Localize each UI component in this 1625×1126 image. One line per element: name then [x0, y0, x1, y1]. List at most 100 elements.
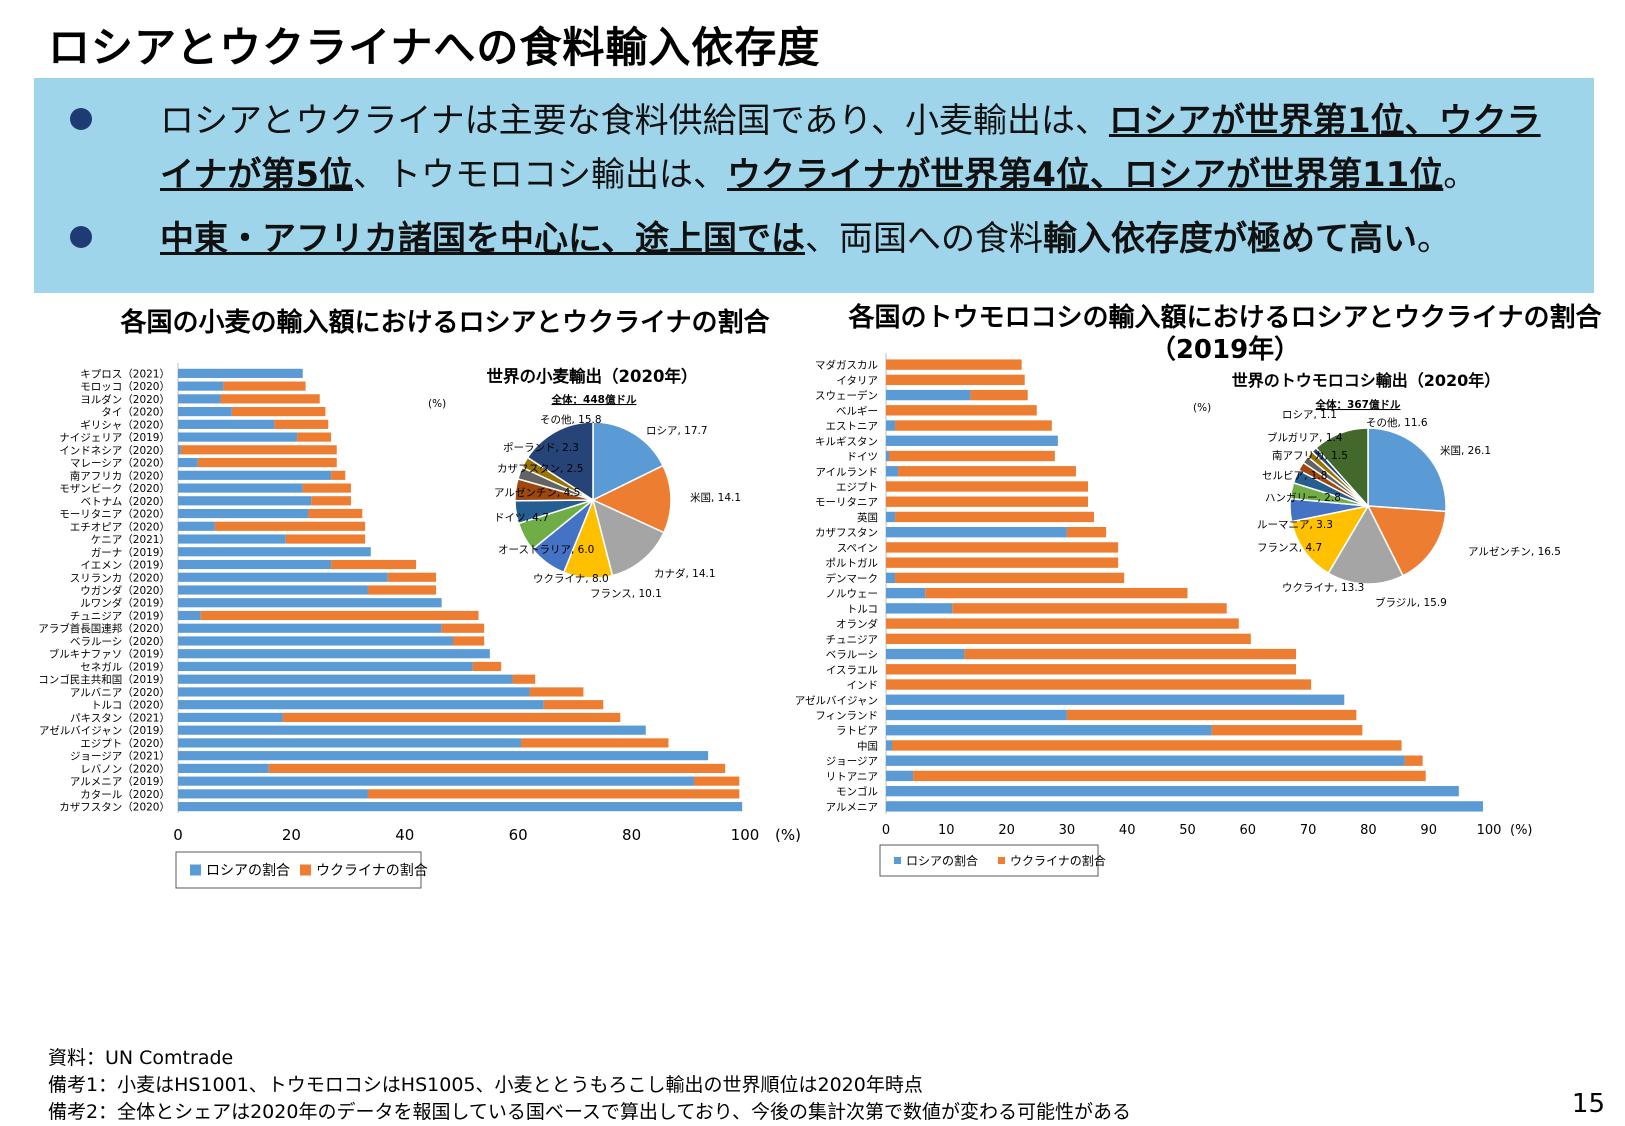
ukraine-bar [892, 740, 1402, 751]
axis-unit: (%) [775, 826, 801, 844]
pie-label: ブルガリア, 1.4 [1267, 431, 1343, 444]
russia-bar [178, 738, 522, 748]
category-label: アルメニア [826, 801, 878, 813]
russia-bar [886, 740, 893, 751]
category-label: 南アフリカ（2020） [70, 469, 170, 482]
category-label: ナイジェリア（2019） [59, 432, 170, 444]
ukraine-bar [367, 789, 740, 799]
category-label: レバノン（2020） [80, 763, 170, 775]
russia-bar [178, 585, 368, 595]
bullet-1: ロシアとウクライナは主要な食料供給国であり、小麦輸出は、ロシアが世界第1位、ウク… [70, 94, 1560, 202]
ukraine-bar [472, 661, 502, 672]
category-label: キプロス（2021） [80, 368, 170, 380]
ukraine-bar [268, 763, 726, 773]
ukraine-bar [441, 623, 485, 633]
russia-bar [178, 445, 181, 455]
ukraine-bar [452, 636, 485, 646]
russia-bar [178, 572, 388, 582]
pie-total: 全体：448億ドル [551, 393, 637, 406]
category-label: コンゴ民主共和国（2019） [38, 673, 170, 686]
russia-bar [178, 802, 743, 812]
category-label: ベルギー [836, 405, 878, 417]
tick-label: 60 [1240, 823, 1257, 838]
pie-label: アルゼンチン, 4.5 [494, 487, 580, 499]
tick-label: 60 [509, 826, 528, 844]
ukraine-bar [1211, 725, 1363, 736]
bullet-dot-icon [70, 226, 92, 248]
tick-label: 40 [395, 826, 414, 844]
category-label: ベトナム（2020） [81, 496, 170, 508]
pie-unit: (%) [428, 398, 446, 410]
bullet-2-emphasis-a: 中東・アフリカ諸国を中心に、途上国では [160, 219, 805, 259]
tick-label: 0 [173, 826, 183, 844]
category-label: カザフスタン [815, 527, 878, 539]
ukraine-bar [214, 521, 366, 531]
russia-bar [178, 559, 332, 570]
pie-slice [592, 421, 665, 502]
russia-bar [886, 587, 926, 599]
category-label: フィンランド [815, 710, 878, 722]
tick-label: 100 [1477, 823, 1502, 838]
category-label: エジプト（2020） [80, 738, 170, 750]
category-label: アルバニア（2020） [70, 687, 170, 699]
pie-title: 世界の小麦輸出（2020年） [487, 366, 698, 386]
ukraine-bar [898, 466, 1076, 477]
russia-bar [178, 776, 694, 786]
category-label: 英国 [857, 511, 878, 524]
russia-bar [178, 508, 309, 519]
russia-bar [886, 694, 1345, 705]
ukraine-bar [1066, 709, 1357, 721]
category-label: モーリタニア [815, 497, 878, 509]
russia-bar [178, 712, 283, 723]
category-label: モザンビーク（2020） [59, 483, 170, 495]
russia-bar [886, 511, 896, 523]
ukraine-bar [512, 674, 536, 684]
ukraine-bar [886, 359, 1022, 370]
category-label: スペイン [837, 542, 878, 554]
category-label: ベラルーシ（2020） [70, 636, 170, 648]
pie-label: ウクライナ, 13.3 [1282, 582, 1364, 594]
ukraine-bar [886, 542, 1119, 553]
category-label: ジョージア（2021） [70, 751, 170, 763]
ukraine-bar [886, 633, 1251, 644]
category-label: ルワンダ（2019） [80, 597, 170, 610]
russia-bar [886, 785, 1459, 797]
russia-bar [178, 407, 232, 417]
russia-bar [178, 496, 312, 506]
bullet-2-text-b: 。 [1416, 219, 1451, 259]
legend-label: ロシアの割合 [206, 862, 290, 879]
category-label: スリランカ（2020） [70, 572, 170, 584]
tick-label: 70 [1300, 823, 1317, 838]
category-label: ブルキナファソ（2019） [49, 648, 170, 661]
ukraine-bar [1066, 527, 1107, 538]
category-label: キルギスタン [815, 436, 878, 448]
category-label: オランダ [836, 618, 878, 631]
legend-box [175, 851, 422, 889]
russia-bar [178, 419, 275, 429]
ukraine-bar [1404, 755, 1423, 766]
ukraine-bar [521, 738, 669, 748]
ukraine-bar [895, 572, 1125, 584]
category-label: アラブ首長国連邦（2020） [38, 622, 170, 635]
bullet-1-text-b: 、トウモロコシ輸出は、 [352, 155, 727, 195]
pie-slice [591, 464, 672, 534]
ukraine-bar [302, 483, 351, 493]
category-label: イタリア [836, 375, 878, 387]
pie-label: フランス, 10.1 [590, 588, 662, 600]
category-label: インドネシア（2020） [59, 445, 170, 457]
russia-bar [178, 725, 646, 735]
category-label: モンゴル [836, 785, 878, 798]
ukraine-bar [886, 481, 1089, 492]
ukraine-bar [889, 450, 1055, 462]
category-label: トルコ（2020） [91, 700, 170, 712]
pie-label: 米国, 14.1 [690, 491, 741, 504]
russia-bar [178, 483, 303, 493]
category-label: マダガスカル [815, 359, 878, 372]
legend-box [879, 844, 1099, 877]
pie-label: カザフスタン, 2.5 [497, 463, 583, 475]
tick-label: 20 [998, 823, 1015, 838]
russia-bar [886, 389, 971, 401]
russia-bar [178, 534, 286, 544]
tick-label: 40 [1119, 823, 1136, 838]
tick-label: 100 [731, 826, 760, 844]
